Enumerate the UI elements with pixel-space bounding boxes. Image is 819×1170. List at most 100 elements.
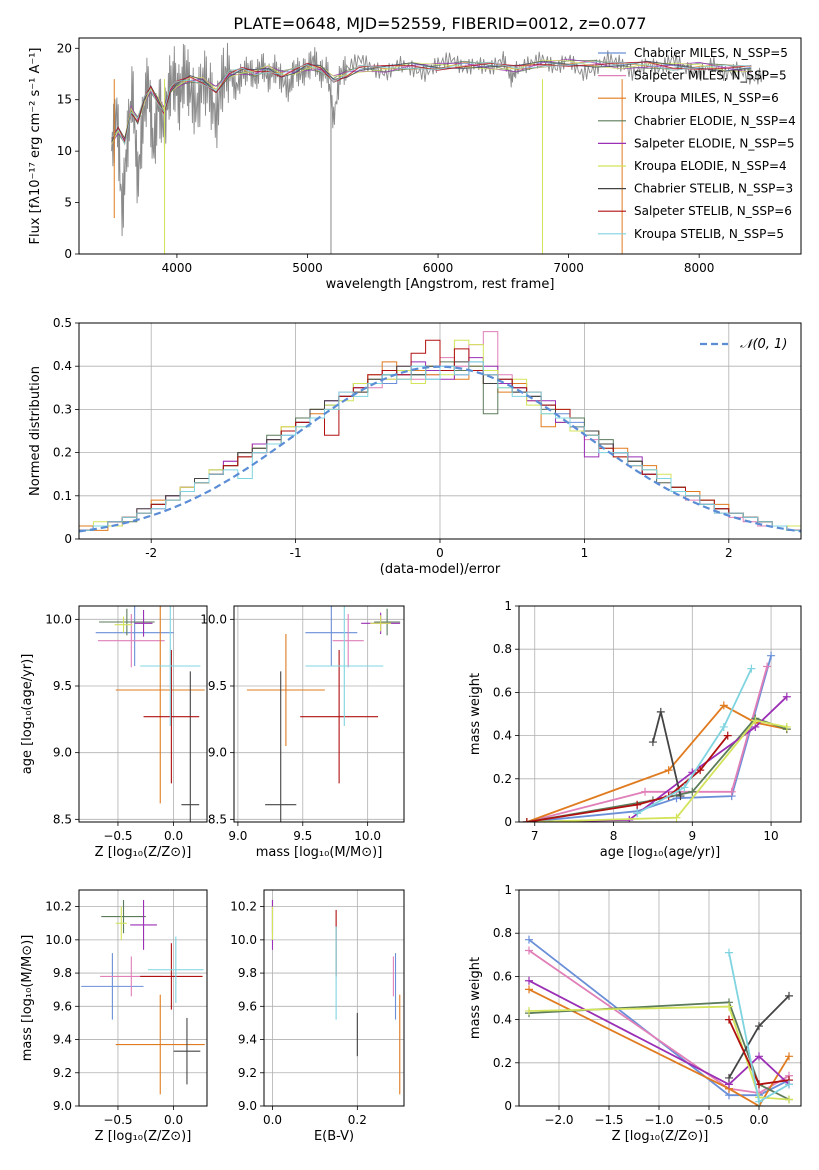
- y-tick-label: 0.8: [493, 642, 512, 656]
- x-tick-label: 9: [688, 829, 696, 843]
- weight-point: [785, 991, 793, 1000]
- y-tick-label: 10.2: [230, 900, 257, 914]
- weight-point: [747, 664, 756, 673]
- weight-point: [725, 1015, 733, 1024]
- x-tick-label: −1.0: [644, 1113, 673, 1127]
- y-axis-label: mass weight: [468, 673, 483, 755]
- y-axis-label: mass [log₁₀(M/M⊙)]: [20, 935, 35, 1062]
- y-tick-label: 9.5: [53, 679, 72, 693]
- y-tick-label: 0.2: [53, 446, 72, 460]
- x-tick-label: −2.0: [544, 1113, 573, 1127]
- weight-point: [725, 1073, 733, 1082]
- y-tick-label: 0.4: [493, 729, 512, 743]
- weight-point: [525, 946, 533, 955]
- y-axis-label: Flux [fλ10⁻¹⁷ erg cm⁻² s⁻¹ A⁻¹]: [28, 48, 43, 245]
- x-tick-label: -2: [145, 546, 157, 560]
- x-tick-label: 2: [725, 546, 733, 560]
- mass-vs-metallicity: −0.5 0.0 9.0 9.2 9.4 9.6 9.8 10.0 10.2 Z [log₁₀(Z…: [20, 889, 208, 1144]
- y-tick-label: 9.8: [238, 966, 257, 980]
- x-tick-label: 0.0: [164, 829, 183, 843]
- y-tick-label: 9.2: [53, 1066, 72, 1080]
- y-tick-label: 9.0: [208, 746, 227, 760]
- y-tick-label: 1: [504, 883, 512, 897]
- x-tick-label: -1: [290, 546, 302, 560]
- weight-point: [725, 1002, 733, 1011]
- weight-point: [688, 787, 697, 796]
- y-axis-label: mass weight: [468, 957, 483, 1039]
- weight-series: [528, 1001, 790, 1101]
- axes-frame: [263, 889, 405, 1107]
- y-tick-label: 20: [57, 41, 72, 55]
- x-tick-label: 0.0: [263, 1113, 282, 1127]
- legend-label: Chabrier ELODIE, N_SSP=4: [634, 114, 796, 128]
- y-tick-label: 0.5: [53, 316, 72, 330]
- x-axis-label: Z [log₁₀(Z/Z⊙)]: [95, 1129, 192, 1144]
- weight-point: [672, 813, 681, 822]
- axes-frame: [78, 322, 802, 540]
- y-tick-label: 10.0: [45, 612, 72, 626]
- y-tick-label: 0.3: [53, 402, 72, 416]
- y-tick-label: 0.1: [53, 489, 72, 503]
- legend-label: Salpeter MILES, N_SSP=5: [634, 69, 787, 83]
- y-tick-label: 10.2: [45, 900, 72, 914]
- age-vs-mass-plot-area: [246, 606, 401, 822]
- spectrum-legend: Chabrier MILES, N_SSP=5 Salpeter MILES, N…: [598, 46, 796, 241]
- y-tick-label: 0.6: [493, 969, 512, 983]
- x-tick-label: 0.0: [164, 1113, 183, 1127]
- x-axis-label: Z [log₁₀(Z/Z⊙)]: [95, 845, 192, 860]
- x-tick-label: −0.5: [694, 1113, 723, 1127]
- y-tick-label: 0.8: [493, 926, 512, 940]
- weight-series: [528, 938, 790, 1097]
- histogram-series: [79, 361, 801, 531]
- axes-frame: [78, 889, 208, 1107]
- y-tick-label: 9.0: [53, 746, 72, 760]
- x-tick-label: 8000: [684, 261, 715, 275]
- gaussian-curve: [79, 365, 801, 533]
- mass-vs-extinction-plot-area: [271, 899, 401, 1095]
- x-axis-label: E(B-V): [314, 1129, 354, 1144]
- residual-plot-area: [79, 331, 801, 533]
- x-tick-label: 7: [531, 829, 539, 843]
- weight-point: [525, 935, 533, 944]
- y-tick-label: 9.5: [208, 679, 227, 693]
- x-tick-label: 9.0: [228, 829, 247, 843]
- y-tick-label: 0.6: [493, 685, 512, 699]
- x-tick-label: 6000: [423, 261, 454, 275]
- y-tick-label: 0.4: [53, 359, 72, 373]
- legend-label: Chabrier MILES, N_SSP=5: [634, 46, 788, 60]
- x-tick-label: 0.0: [749, 1113, 768, 1127]
- weight-point: [525, 1006, 533, 1015]
- axes-frame: [518, 889, 802, 1107]
- weight-series: [528, 988, 790, 1106]
- y-tick-label: 0.2: [493, 772, 512, 786]
- y-tick-label: 9.2: [238, 1066, 257, 1080]
- x-tick-label: −0.5: [103, 829, 132, 843]
- y-tick-label: 5: [64, 196, 72, 210]
- weight-point: [525, 985, 533, 994]
- y-tick-label: 9.4: [238, 1033, 257, 1047]
- y-tick-label: 0: [504, 1099, 512, 1113]
- axes-frame: [233, 605, 405, 823]
- weight-point: [755, 1052, 763, 1061]
- y-tick-label: 9.8: [53, 966, 72, 980]
- x-tick-label: 8: [610, 829, 618, 843]
- y-tick-label: 9.0: [238, 1099, 257, 1113]
- y-tick-label: 10.0: [45, 933, 72, 947]
- x-tick-label: 4000: [162, 261, 193, 275]
- age-vs-metallicity: −0.5 0.0 8.5 9.0 9.5 10.0 Z [log₁₀(Z/Z⊙)] age […: [20, 605, 208, 860]
- legend-label: 𝒩(0, 1): [740, 337, 787, 352]
- x-tick-label: −1.5: [594, 1113, 623, 1127]
- x-axis-label: age [log₁₀(age/yr)]: [600, 845, 721, 860]
- weight-point: [719, 722, 728, 731]
- mass-vs-extinction: 0.0 0.2 9.0 9.2 9.4 9.6 9.8 10.0 10.2 E(B-V): [230, 889, 405, 1144]
- axes-frame: [518, 605, 802, 823]
- weight-point: [719, 701, 728, 710]
- x-tick-label: 10.0: [354, 829, 381, 843]
- axes-frame: [78, 37, 802, 255]
- y-axis-label: Normed distribution: [28, 366, 43, 496]
- y-tick-label: 8.5: [53, 812, 72, 826]
- x-tick-label: 0: [436, 546, 444, 560]
- figure-title: PLATE=0648, MJD=52559, FIBERID=0012, z=0…: [233, 14, 646, 33]
- weight-point: [664, 766, 673, 775]
